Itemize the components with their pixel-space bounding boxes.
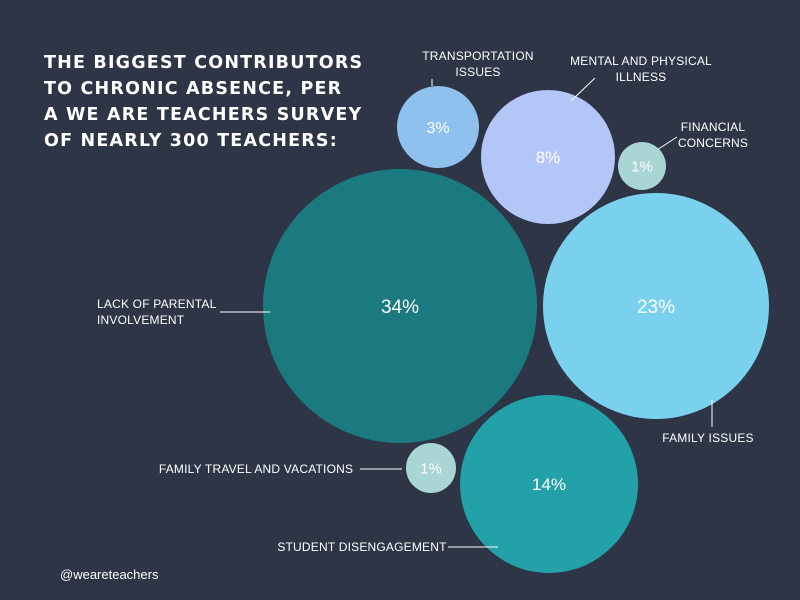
bubble-disengagement <box>460 395 638 573</box>
bubble-mental_physical <box>481 90 615 224</box>
category-label-disengagement: STUDENT DISENGAGEMENT <box>277 540 447 554</box>
category-label-family_issues: FAMILY ISSUES <box>662 431 754 445</box>
value-label-transportation: 3% <box>426 120 449 137</box>
title-line-4: OF NEARLY 300 TEACHERS: <box>44 131 338 151</box>
value-label-mental_physical: 8% <box>536 148 561 167</box>
category-label-travel: FAMILY TRAVEL AND VACATIONS <box>159 462 353 476</box>
category-label-financial: FINANCIAL CONCERNS <box>678 120 748 150</box>
value-label-travel: 1% <box>420 460 442 477</box>
chart-title: THE BIGGEST CONTRIBUTORS TO CHRONIC ABSE… <box>44 50 384 154</box>
value-label-financial: 1% <box>631 158 653 175</box>
value-label-disengagement: 14% <box>532 475 566 494</box>
bubble-family_issues <box>543 193 769 419</box>
bubble-financial <box>618 142 666 190</box>
category-label-transportation: TRANSPORTATION ISSUES <box>422 49 533 79</box>
category-label-parental: LACK OF PARENTAL INVOLVEMENT <box>97 297 217 327</box>
title-line-2: TO CHRONIC ABSENCE, PER <box>44 79 343 99</box>
value-label-parental: 34% <box>381 297 419 318</box>
title-line-1: THE BIGGEST CONTRIBUTORS <box>44 53 364 73</box>
bubble-travel <box>406 443 456 493</box>
value-label-family_issues: 23% <box>637 297 675 318</box>
bubble-parental <box>263 169 537 443</box>
credit-handle: @weareteachers <box>60 567 159 582</box>
leader-line-mental_physical <box>570 77 596 102</box>
leader-line-financial <box>656 136 678 151</box>
category-label-mental_physical: MENTAL AND PHYSICAL ILLNESS <box>570 54 712 84</box>
title-line-3: A WE ARE TEACHERS SURVEY <box>44 105 363 125</box>
bubble-transportation <box>397 86 479 168</box>
